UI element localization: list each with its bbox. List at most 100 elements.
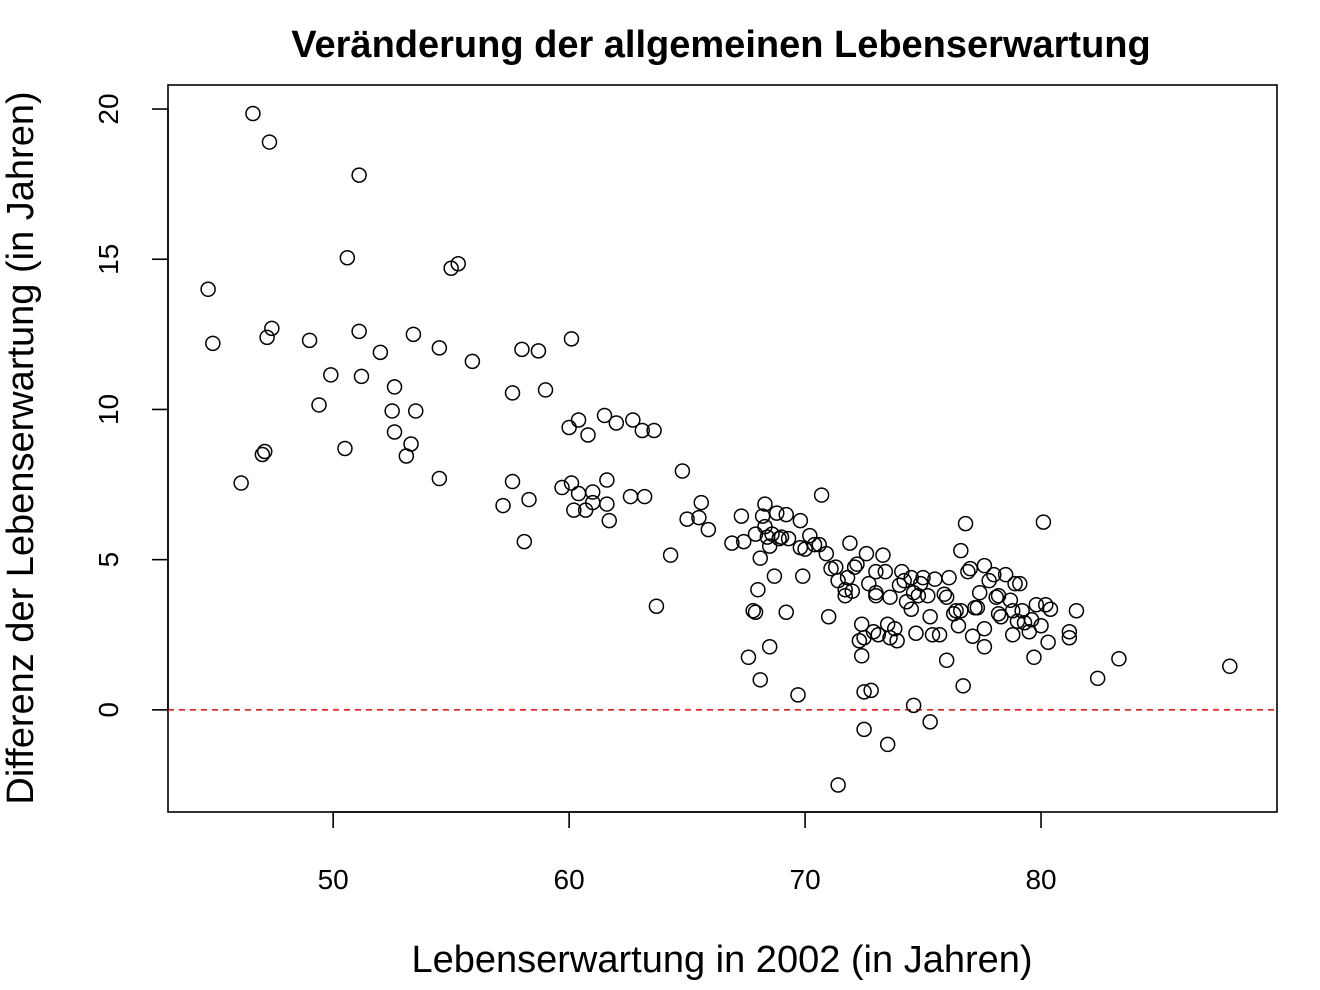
data-point bbox=[839, 569, 856, 586]
data-point bbox=[761, 538, 778, 554]
data-point bbox=[261, 134, 278, 150]
data-point bbox=[200, 281, 216, 298]
data-point bbox=[1004, 627, 1021, 643]
x-axis-label: Lebenserwartung in 2002 (in Jahren) bbox=[411, 939, 1032, 981]
data-point bbox=[806, 536, 823, 553]
data-point bbox=[403, 436, 419, 452]
y-tick-label: 5 bbox=[93, 552, 124, 568]
data-point bbox=[905, 584, 922, 601]
y-tick-label: 15 bbox=[93, 244, 124, 275]
data-point bbox=[561, 419, 577, 436]
data-points bbox=[200, 105, 1238, 793]
data-point bbox=[1038, 596, 1054, 613]
data-point bbox=[1002, 592, 1019, 608]
data-point bbox=[828, 559, 844, 575]
data-point bbox=[405, 326, 422, 343]
data-point bbox=[875, 547, 891, 563]
data-point bbox=[431, 470, 448, 487]
data-point bbox=[648, 598, 665, 614]
data-point bbox=[1068, 602, 1085, 619]
data-point bbox=[868, 563, 884, 580]
x-axis: 50 60 70 80 bbox=[318, 811, 1057, 895]
data-point bbox=[254, 446, 271, 463]
data-point bbox=[1007, 575, 1023, 592]
data-point bbox=[259, 329, 275, 346]
data-point bbox=[778, 506, 794, 523]
data-point bbox=[351, 323, 367, 340]
data-point bbox=[745, 602, 761, 619]
data-point bbox=[969, 599, 986, 616]
data-point bbox=[858, 545, 875, 562]
data-point bbox=[976, 557, 993, 574]
data-point bbox=[794, 568, 811, 584]
data-point bbox=[960, 563, 976, 580]
data-point bbox=[1028, 596, 1045, 613]
data-point bbox=[941, 569, 957, 586]
data-point bbox=[608, 415, 625, 431]
data-point bbox=[353, 368, 370, 385]
data-point bbox=[700, 521, 717, 538]
data-point bbox=[323, 367, 339, 383]
data-point bbox=[886, 620, 903, 637]
data-point bbox=[1061, 624, 1078, 640]
data-point bbox=[384, 403, 400, 419]
data-point bbox=[769, 505, 785, 521]
data-point bbox=[851, 633, 868, 649]
plot-area-border bbox=[167, 84, 1278, 813]
data-point bbox=[372, 344, 389, 361]
data-point bbox=[599, 472, 615, 488]
data-point bbox=[1040, 634, 1056, 651]
data-point bbox=[530, 343, 547, 359]
data-point bbox=[915, 569, 931, 586]
data-point bbox=[856, 684, 872, 700]
data-point bbox=[537, 382, 554, 398]
data-point bbox=[830, 777, 846, 793]
x-tick-label: 70 bbox=[790, 864, 821, 895]
data-point bbox=[950, 617, 967, 634]
data-point bbox=[1016, 614, 1033, 631]
data-point bbox=[865, 624, 882, 640]
data-point bbox=[868, 584, 884, 601]
data-point bbox=[773, 529, 790, 545]
data-point bbox=[771, 530, 787, 547]
data-point bbox=[521, 491, 537, 508]
data-point bbox=[504, 473, 521, 490]
data-point bbox=[868, 587, 884, 604]
data-point bbox=[856, 721, 872, 738]
data-point bbox=[1042, 601, 1059, 617]
data-point bbox=[634, 422, 651, 439]
data-point bbox=[870, 627, 886, 643]
data-point bbox=[761, 639, 778, 655]
data-point bbox=[837, 581, 853, 598]
data-point bbox=[778, 604, 794, 620]
data-point bbox=[570, 412, 587, 428]
data-point bbox=[820, 608, 837, 625]
data-point bbox=[1033, 617, 1049, 634]
data-point bbox=[948, 602, 964, 619]
data-point bbox=[570, 485, 587, 502]
data-point bbox=[818, 545, 835, 562]
data-point bbox=[988, 589, 1004, 605]
data-point bbox=[964, 628, 981, 645]
data-point bbox=[337, 440, 353, 457]
data-point bbox=[1014, 602, 1030, 619]
data-point bbox=[938, 589, 955, 605]
data-point bbox=[986, 566, 1002, 583]
data-point bbox=[646, 422, 662, 439]
data-point bbox=[790, 687, 806, 703]
data-point bbox=[386, 424, 403, 440]
data-point bbox=[563, 331, 580, 347]
x-tick-label: 50 bbox=[318, 864, 349, 895]
data-point bbox=[256, 443, 273, 460]
data-point bbox=[747, 526, 764, 542]
y-tick-label: 10 bbox=[93, 394, 124, 425]
data-point bbox=[938, 652, 955, 669]
data-point bbox=[740, 649, 757, 666]
chart-title: Veränderung der allgemeinen Lebenserwart… bbox=[291, 24, 1150, 66]
data-point bbox=[1222, 658, 1238, 675]
data-point bbox=[674, 463, 691, 479]
data-point bbox=[596, 407, 613, 424]
data-point bbox=[953, 542, 969, 559]
data-point bbox=[842, 535, 858, 551]
